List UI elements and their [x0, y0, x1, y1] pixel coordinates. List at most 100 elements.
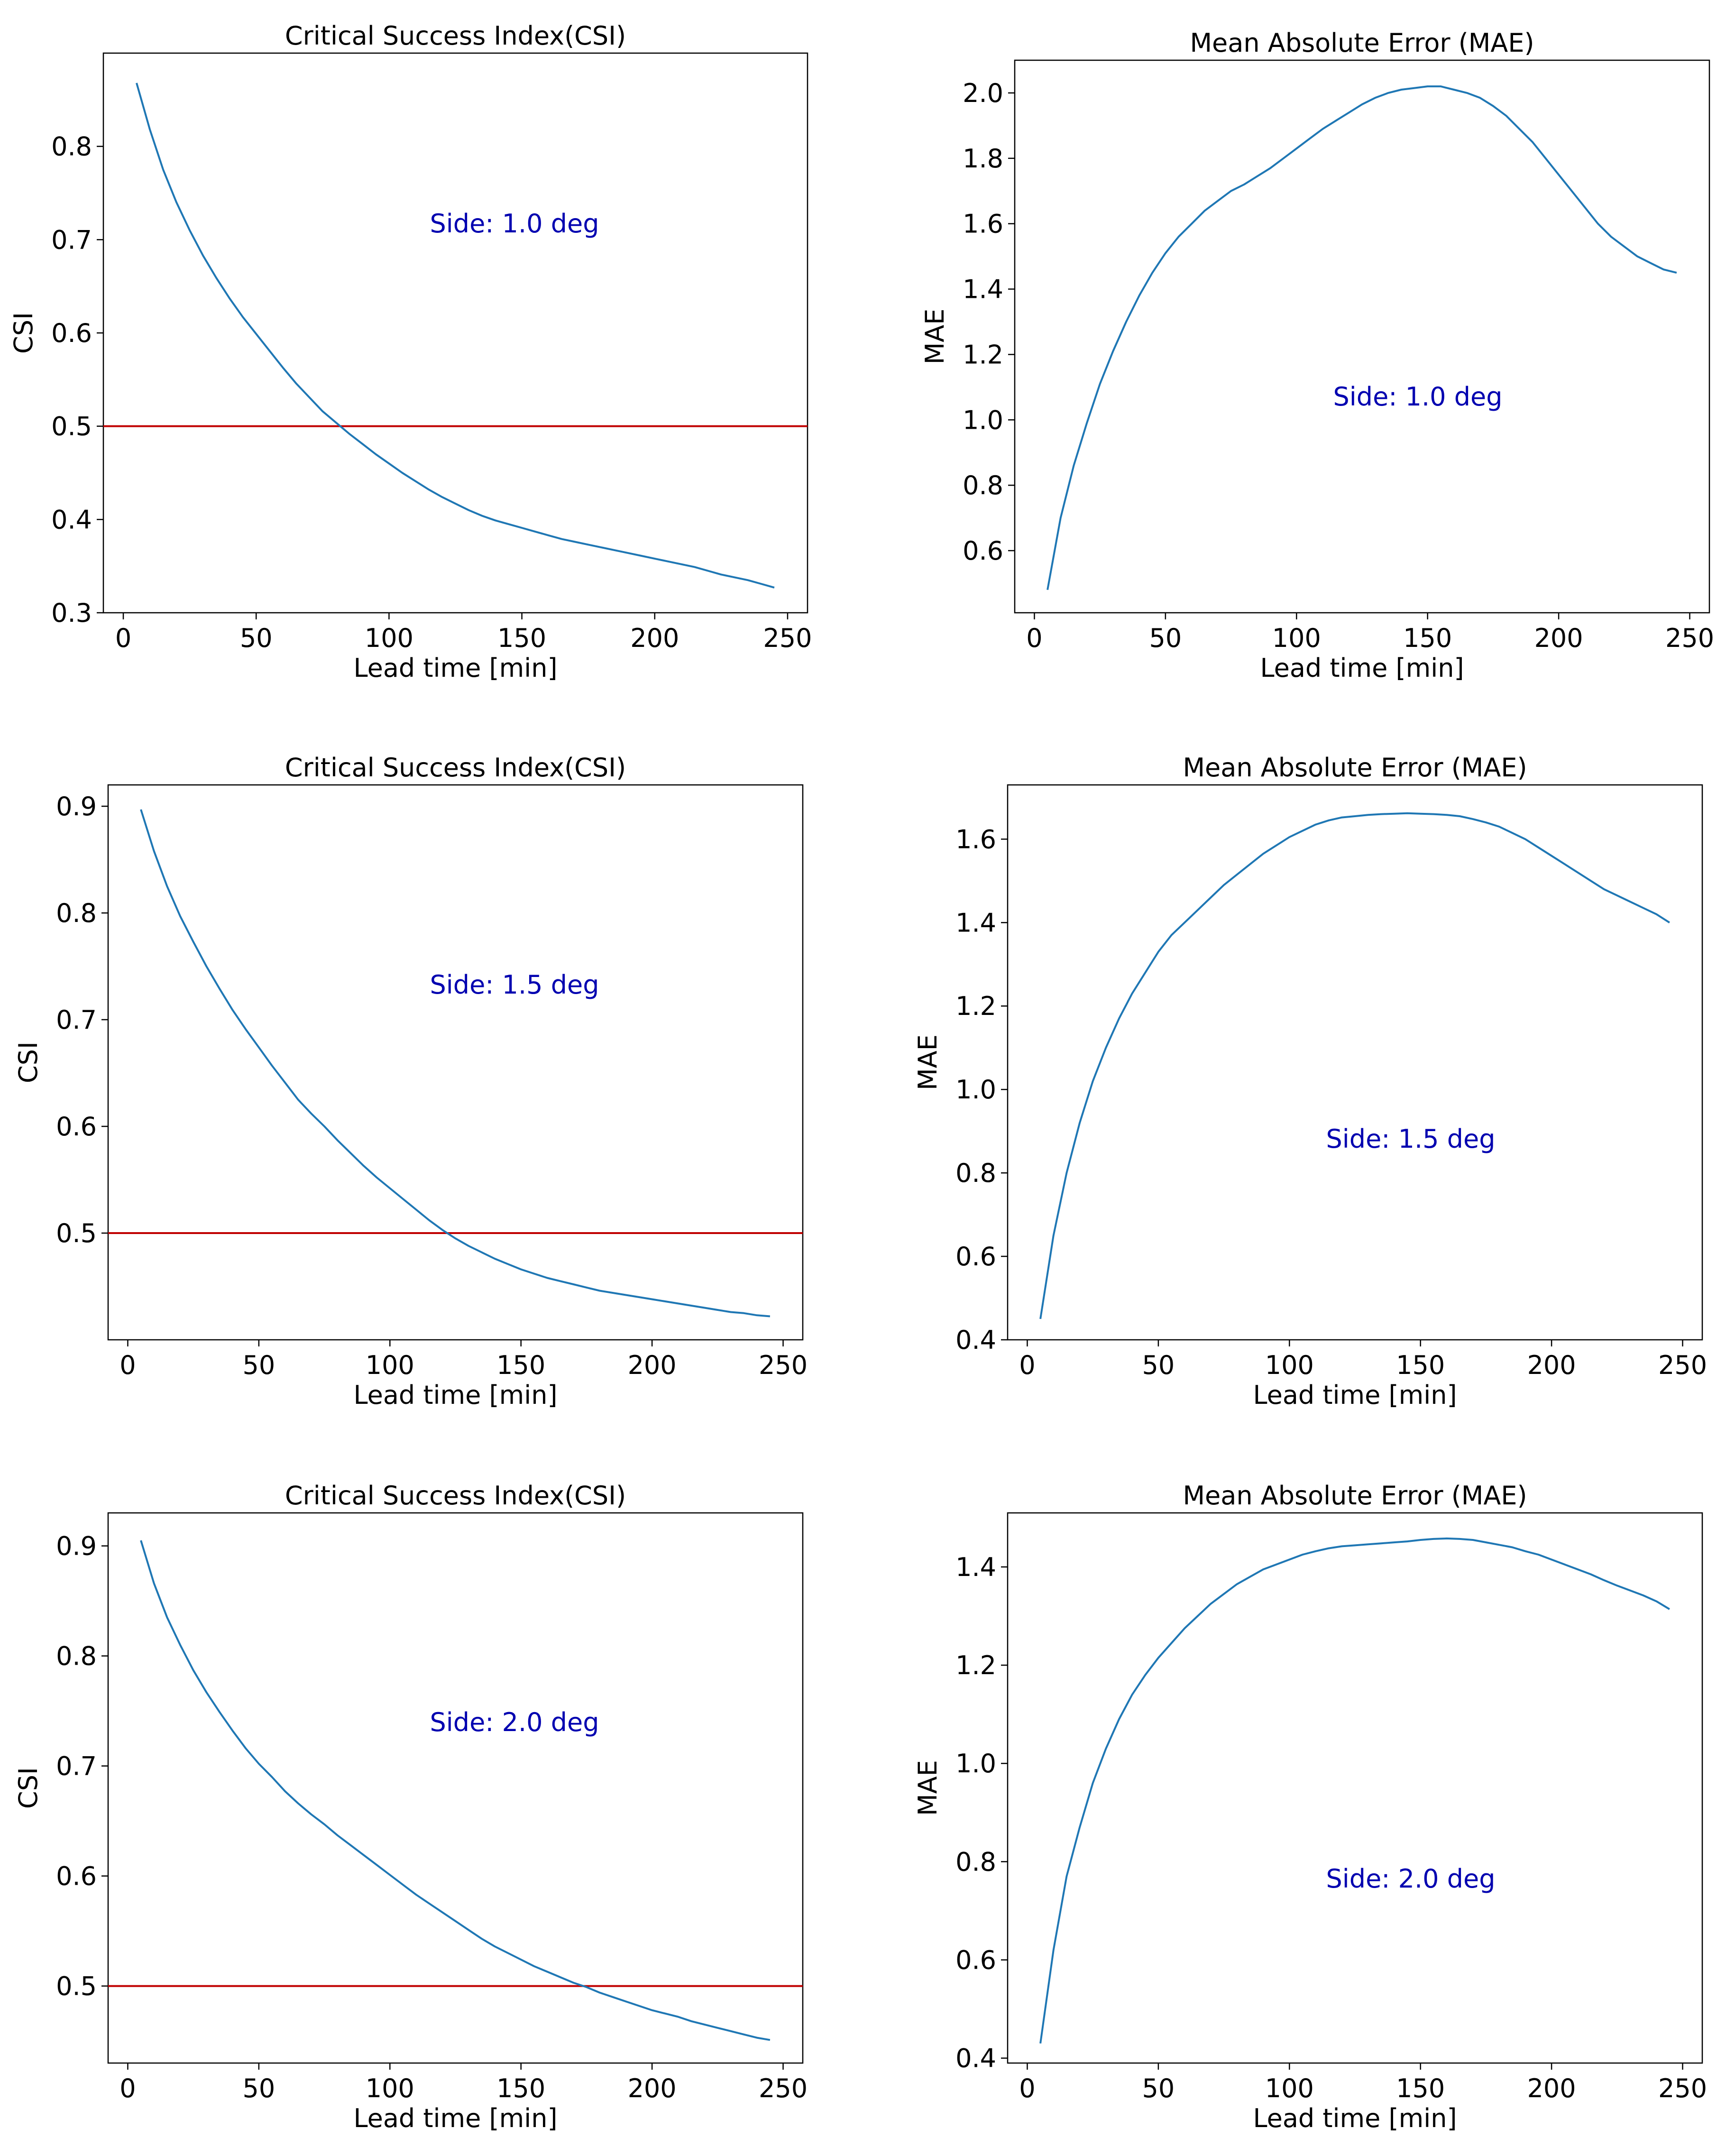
y-tick-label: 0.8 [955, 1158, 996, 1188]
chart-panel-3: 0 50 100 150 200 250 0.5 0.6 0.7 0.8 0.9 Critical S… [13, 753, 808, 1410]
y-tick-label: 0.7 [51, 225, 92, 255]
chart-title: Mean Absolute Error (MAE) [1183, 753, 1527, 783]
x-axis-label: Lead time [min] [1260, 653, 1464, 683]
x-tick-label: 50 [1142, 2073, 1175, 2103]
chart-title: Critical Success Index(CSI) [285, 21, 626, 51]
series-line [140, 1540, 771, 2041]
series-line [1039, 1537, 1670, 2044]
x-tick-label: 100 [1265, 1350, 1314, 1380]
y-tick-label: 1.4 [963, 275, 1003, 304]
x-tick-label: 200 [1534, 623, 1583, 653]
x-tick-label: 0 [1019, 2073, 1035, 2103]
y-tick-label: 0.3 [51, 598, 92, 628]
x-tick-label: 200 [628, 1350, 677, 1380]
x-tick-label: 100 [366, 1350, 414, 1380]
y-tick-label: 0.6 [955, 1242, 996, 1271]
series-line [140, 809, 771, 1318]
x-tick-label: 150 [496, 2073, 545, 2103]
series-line [1047, 85, 1677, 590]
y-tick-label: 1.2 [955, 1650, 996, 1680]
chart-panel-4: 0 50 100 150 200 250 0.4 0.6 0.8 1.0 1.2 1.4 1.6 Mean… [913, 753, 1707, 1410]
x-tick-label: 200 [1527, 1350, 1576, 1380]
x-tick-label: 100 [1265, 2073, 1314, 2103]
y-axis-label: MAE [913, 1760, 943, 1816]
y-tick-label: 0.8 [963, 470, 1003, 500]
side-annotation: Side: 1.0 deg [1333, 382, 1503, 412]
x-tick-label: 250 [1658, 2073, 1707, 2103]
y-tick-label: 0.8 [955, 1847, 996, 1877]
x-tick-label: 250 [1658, 1350, 1707, 1380]
x-tick-label: 0 [119, 2073, 136, 2103]
chart-title: Mean Absolute Error (MAE) [1190, 28, 1534, 58]
y-tick-label: 0.9 [56, 1531, 97, 1561]
x-tick-label: 250 [759, 1350, 808, 1380]
y-tick-label: 1.4 [955, 1552, 996, 1582]
x-axis-label: Lead time [min] [353, 653, 557, 683]
x-tick-label: 250 [1665, 623, 1714, 653]
y-tick-label: 0.6 [56, 1861, 97, 1891]
y-tick-label: 0.9 [56, 792, 97, 821]
x-tick-label: 100 [1272, 623, 1321, 653]
y-tick-label: 2.0 [963, 78, 1003, 108]
x-tick-label: 200 [1527, 2073, 1576, 2103]
x-tick-label: 150 [1403, 623, 1452, 653]
side-annotation: Side: 1.5 deg [1326, 1124, 1496, 1154]
x-tick-label: 0 [119, 1350, 136, 1380]
x-axis-label: Lead time [min] [353, 2103, 557, 2133]
y-tick-label: 1.4 [955, 908, 996, 938]
x-tick-label: 150 [496, 1350, 545, 1380]
x-tick-label: 0 [1019, 1350, 1035, 1380]
x-tick-label: 150 [497, 623, 546, 653]
y-tick-label: 1.2 [963, 340, 1003, 369]
x-tick-label: 100 [366, 2073, 414, 2103]
side-annotation: Side: 1.5 deg [430, 970, 599, 1000]
chart-panel-6: 0 50 100 150 200 250 0.4 0.6 0.8 1.0 1.2 1.4 Mean Ab… [913, 1481, 1707, 2133]
x-axis-label: Lead time [min] [1253, 2103, 1457, 2133]
x-tick-label: 150 [1396, 2073, 1445, 2103]
x-tick-label: 150 [1396, 1350, 1445, 1380]
y-tick-label: 0.7 [56, 1751, 97, 1781]
chart-panel-2: 0 50 100 150 200 250 0.6 0.8 1.0 1.2 1.4 1.6 1.8 2.0 M… [920, 28, 1714, 683]
y-axis-label: MAE [913, 1034, 943, 1090]
x-tick-label: 100 [365, 623, 413, 653]
chart-title: Critical Success Index(CSI) [285, 753, 626, 783]
series-line [136, 83, 775, 589]
y-tick-label: 0.6 [51, 318, 92, 348]
side-annotation: Side: 1.0 deg [430, 209, 599, 239]
chart-panel-1: 0 50 100 150 200 250 0.3 0.4 0.5 0.6 0.7 0.8 Critica… [9, 21, 812, 683]
y-axis-label: CSI [13, 1041, 43, 1083]
plot-frame [102, 52, 808, 614]
x-tick-label: 50 [243, 1350, 275, 1380]
y-tick-label: 0.6 [955, 1945, 996, 1975]
y-tick-label: 1.6 [963, 209, 1003, 239]
chart-title: Critical Success Index(CSI) [285, 1481, 626, 1511]
y-tick-label: 0.5 [56, 1972, 97, 2001]
plot-frame [1007, 1512, 1703, 2064]
y-axis-label: MAE [920, 309, 950, 365]
x-tick-label: 200 [628, 2073, 677, 2103]
side-annotation: Side: 2.0 deg [1326, 1864, 1496, 1894]
y-tick-label: 1.0 [963, 405, 1003, 435]
y-tick-label: 0.7 [56, 1005, 97, 1035]
plot-frame [1014, 59, 1710, 614]
y-tick-label: 1.8 [963, 144, 1003, 174]
y-axis-label: CSI [13, 1767, 43, 1809]
y-tick-label: 1.6 [955, 824, 996, 854]
x-tick-label: 200 [630, 623, 679, 653]
x-tick-label: 250 [759, 2073, 808, 2103]
y-tick-label: 0.5 [56, 1218, 97, 1248]
series-line [1039, 812, 1670, 1319]
plot-frame [107, 1512, 804, 2064]
x-axis-label: Lead time [min] [1253, 1380, 1457, 1410]
x-tick-label: 50 [240, 623, 273, 653]
y-tick-label: 0.8 [56, 898, 97, 928]
y-tick-label: 1.2 [955, 991, 996, 1021]
y-tick-label: 0.6 [963, 536, 1003, 566]
y-tick-label: 0.4 [955, 1325, 996, 1355]
y-tick-label: 0.8 [51, 132, 92, 162]
x-tick-label: 50 [1142, 1350, 1175, 1380]
y-tick-label: 0.4 [955, 2044, 996, 2073]
plot-frame [1007, 784, 1703, 1341]
x-tick-label: 0 [115, 623, 131, 653]
